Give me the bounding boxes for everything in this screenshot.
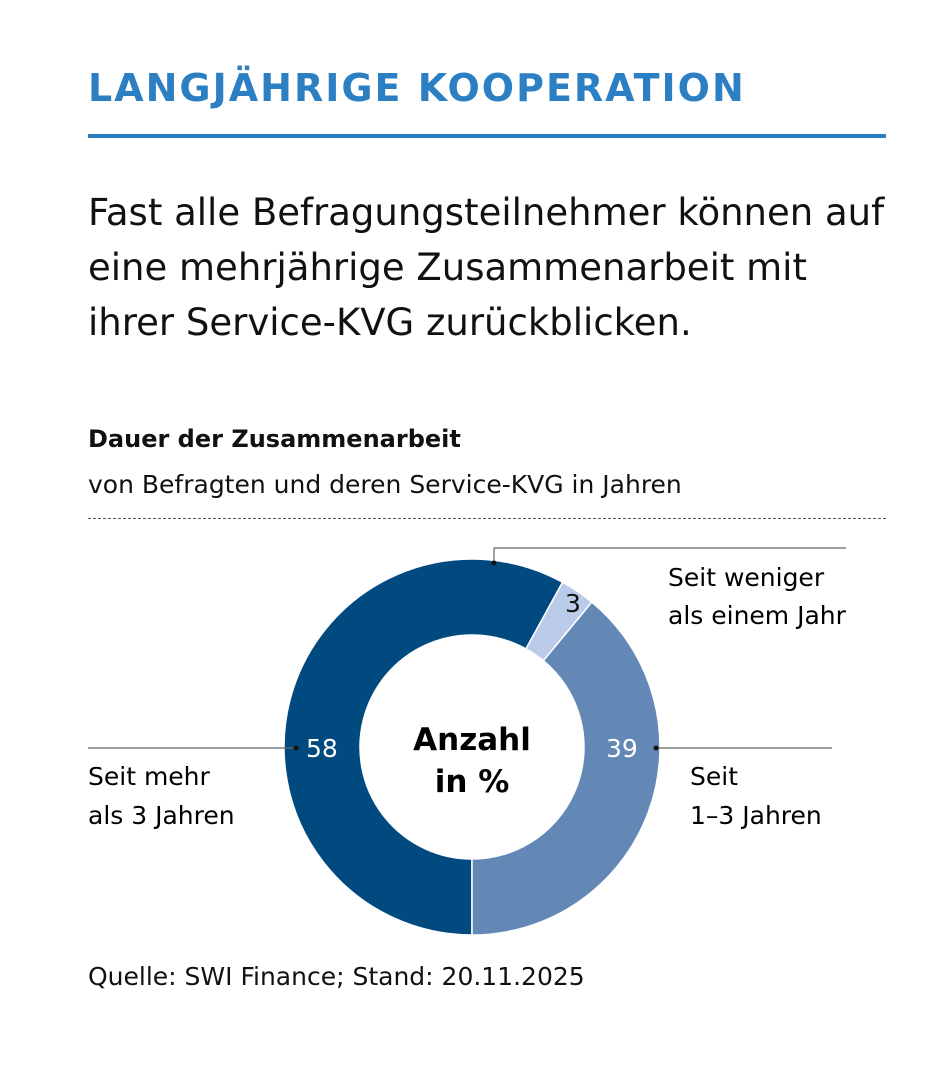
source-note: Quelle: SWI Finance; Stand: 20.11.2025: [88, 962, 585, 991]
category-label: Seit: [690, 762, 738, 791]
category-label: Seit mehr: [88, 762, 211, 791]
center-label: Anzahl: [413, 722, 531, 758]
headline: Fast alle Befragungsteilnehmer können au…: [88, 191, 885, 344]
chart-subtitle: von Befragten und deren Service-KVG in J…: [88, 470, 682, 499]
category-label: als 3 Jahren: [88, 801, 235, 830]
leader-dot: [491, 560, 497, 566]
donut-slice: [283, 558, 564, 936]
chart-title: Dauer der Zusammenarbeit: [88, 425, 461, 453]
category-label: Seit weniger: [668, 563, 825, 592]
donut-slice: [471, 601, 661, 936]
category-label: als einem Jahr: [668, 601, 847, 630]
leader-dot: [653, 745, 659, 751]
title-rule: [88, 134, 886, 138]
leader-dot: [293, 745, 299, 751]
value-label: 58: [306, 734, 338, 763]
value-label: 39: [606, 734, 638, 763]
category-label: 1–3 Jahren: [690, 801, 822, 830]
divider: [88, 518, 886, 519]
value-label: 3: [565, 589, 581, 618]
kicker-title: LANGJÄHRIGE KOOPERATION: [88, 66, 746, 110]
center-label: in %: [435, 764, 510, 800]
leader-line: [493, 547, 846, 563]
